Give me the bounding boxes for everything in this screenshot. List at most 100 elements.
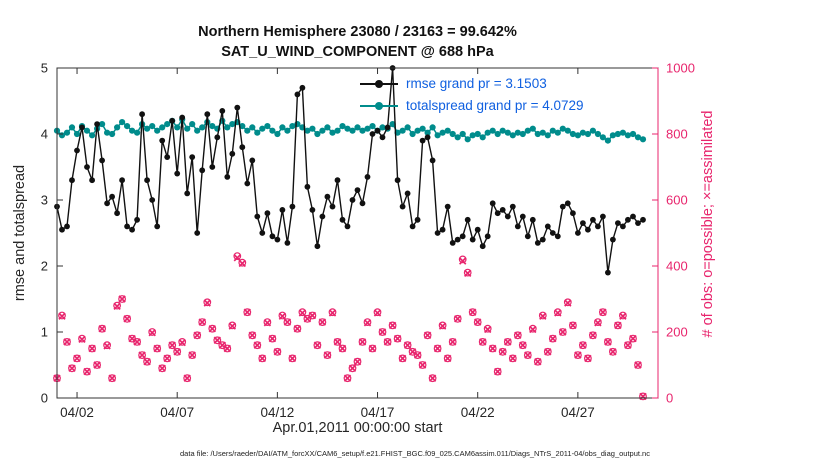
possible-obs-marker	[333, 338, 342, 346]
assimilated-obs-marker	[403, 341, 412, 349]
possible-obs-marker	[343, 374, 352, 383]
possible-obs-marker	[268, 334, 277, 343]
assimilated-obs-marker	[73, 354, 81, 363]
possible-obs-marker	[98, 324, 106, 333]
assimilated-obs-marker	[148, 328, 156, 337]
possible-obs-marker	[604, 338, 612, 346]
possible-obs-marker	[403, 341, 412, 350]
possible-obs-marker	[413, 351, 422, 360]
y-tick-label-left: 2	[41, 259, 48, 274]
possible-obs-marker	[298, 308, 307, 317]
assimilated-obs-marker	[353, 357, 362, 366]
possible-obs-marker	[574, 351, 582, 360]
possible-obs-marker	[463, 268, 472, 277]
assimilated-obs-marker	[544, 348, 552, 356]
possible-obs-marker	[388, 321, 397, 330]
possible-obs-marker	[108, 374, 116, 383]
assimilated-obs-marker	[358, 338, 367, 346]
possible-obs-marker	[639, 392, 647, 401]
assimilated-obs-marker	[323, 351, 332, 359]
possible-obs-marker	[158, 364, 167, 373]
assimilated-obs-marker	[574, 351, 582, 359]
assimilated-obs-marker	[93, 361, 101, 369]
possible-obs-marker	[118, 295, 126, 303]
assimilated-obs-marker	[418, 361, 427, 369]
assimilated-obs-marker	[328, 309, 337, 317]
y-tick-label-left: 0	[41, 391, 48, 406]
legend-label-totalspread: totalspread grand pr = 4.0729	[406, 98, 584, 113]
possible-obs-marker	[428, 374, 437, 383]
assimilated-obs-marker	[173, 348, 181, 356]
assimilated-obs-marker	[63, 338, 71, 346]
assimilated-obs-marker	[564, 299, 572, 307]
assimilated-obs-marker	[248, 331, 257, 340]
possible-obs-marker	[619, 311, 627, 320]
legend-label-rmse: rmse grand pr = 3.1503	[406, 76, 547, 91]
legend: rmse grand pr = 3.1503 totalspread grand…	[360, 76, 584, 113]
possible-obs-marker	[123, 314, 131, 323]
possible-obs-marker	[594, 318, 602, 327]
y-tick-label-right: 1000	[666, 61, 695, 76]
possible-obs-marker	[498, 347, 507, 356]
y-tick-label-right: 200	[666, 325, 688, 340]
assimilated-obs-marker	[348, 364, 357, 373]
data-file-path: data file: /Users/raeder/DAI/ATM_forcXX/…	[180, 449, 650, 458]
possible-obs-marker	[558, 328, 567, 336]
possible-obs-marker	[313, 341, 322, 350]
assimilated-obs-marker	[178, 338, 186, 347]
possible-obs-marker	[133, 338, 142, 346]
assimilated-obs-marker	[118, 295, 126, 303]
possible-obs-marker	[143, 357, 152, 366]
assimilated-obs-marker	[423, 331, 432, 340]
possible-obs-marker	[503, 338, 512, 346]
assimilated-obs-marker	[283, 318, 292, 326]
possible-obs-marker	[358, 338, 367, 346]
possible-obs-marker	[569, 321, 577, 330]
x-tick-label: 04/27	[561, 405, 595, 420]
possible-obs-marker	[589, 331, 597, 340]
assimilated-obs-marker	[263, 319, 272, 327]
possible-obs-marker	[353, 357, 362, 366]
possible-obs-marker	[183, 374, 192, 383]
assimilated-obs-marker	[584, 354, 592, 363]
possible-obs-marker	[538, 311, 547, 320]
assimilated-obs-marker	[108, 374, 116, 382]
assimilated-obs-marker	[549, 334, 557, 343]
assimilated-obs-marker	[233, 254, 242, 262]
chart-title-line1: Northern Hemisphere 23080 / 23163 = 99.6…	[198, 24, 517, 40]
possible-obs-marker	[423, 331, 432, 340]
legend-item-totalspread: totalspread grand pr = 4.0729	[360, 98, 584, 113]
x-tick-label: 04/12	[260, 405, 294, 420]
assimilated-obs-marker	[619, 312, 627, 320]
assimilated-obs-marker	[113, 302, 121, 311]
assimilated-obs-marker	[413, 351, 422, 359]
assimilated-obs-marker	[343, 374, 352, 382]
assimilated-obs-marker	[383, 338, 392, 346]
assimilated-obs-marker	[554, 309, 562, 317]
assimilated-obs-marker	[308, 311, 317, 320]
assimilated-obs-marker	[438, 322, 447, 330]
possible-obs-marker	[528, 324, 537, 333]
possible-obs-marker	[318, 318, 327, 327]
possible-obs-marker	[248, 331, 257, 340]
possible-obs-marker	[614, 321, 622, 330]
possible-obs-marker	[198, 318, 207, 327]
possible-obs-marker	[288, 354, 297, 363]
assimilated-obs-marker	[253, 341, 262, 349]
possible-obs-marker	[178, 338, 187, 346]
legend-line-sample-totalspread	[360, 98, 398, 113]
assimilated-obs-marker	[498, 348, 507, 356]
assimilated-obs-marker	[183, 374, 191, 382]
assimilated-obs-marker	[398, 354, 407, 363]
possible-obs-marker	[58, 311, 66, 320]
x-axis-label: Apr.01,2011 00:00:00 start	[272, 420, 443, 436]
assimilated-obs-marker	[143, 357, 151, 366]
assimilated-obs-marker	[509, 354, 517, 363]
assimilated-obs-marker	[333, 338, 342, 346]
possible-obs-marker	[308, 311, 317, 320]
assimilated-obs-marker	[458, 257, 467, 265]
possible-obs-marker	[398, 354, 407, 363]
possible-obs-marker	[263, 318, 272, 327]
assimilated-obs-marker	[504, 338, 512, 346]
